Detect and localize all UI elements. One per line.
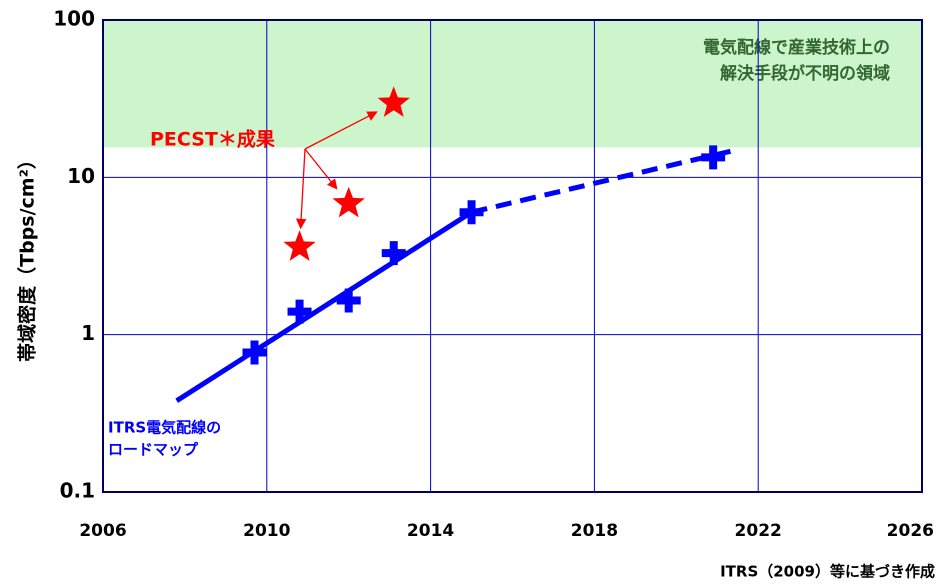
region-text: 電気配線で産業技術上の [703,37,890,58]
y-tick-label: 1 [81,321,95,345]
annotation: PECST＊成果 [150,128,275,151]
annotation-arrow [295,148,307,230]
x-tick-label: 2014 [407,521,454,541]
y-tick-label: 10 [67,164,95,188]
star-marker [377,86,410,117]
shaded-region [103,20,922,148]
annotation-arrow [304,148,338,190]
x-tick-label: 2026 [887,521,934,541]
star-marker [332,186,365,218]
y-axis-label: 帯域密度（Tbps/cm²） [16,150,39,362]
source-note: ITRS（2009）等に基づき作成 [720,563,935,581]
x-tick-label: 2006 [79,521,126,541]
x-tick-label: 2022 [735,521,782,541]
annotation-arrow [304,111,378,150]
x-tick-label: 2018 [571,521,618,541]
plus-marker [336,288,361,313]
x-tick-label: 2010 [243,521,290,541]
annotation: ロードマップ [108,441,199,459]
star-marker [283,230,316,261]
y-tick-label: 100 [53,7,95,31]
plot-border [102,19,923,493]
roadmap-line [175,210,473,403]
plus-marker [701,145,726,170]
region-text: 解決手段が不明の領域 [720,63,890,84]
roadmap-line [470,148,735,215]
y-tick-label: 0.1 [60,479,95,503]
plus-marker [287,299,312,324]
annotation: ITRS電気配線の [108,419,221,437]
plus-marker [381,241,406,266]
